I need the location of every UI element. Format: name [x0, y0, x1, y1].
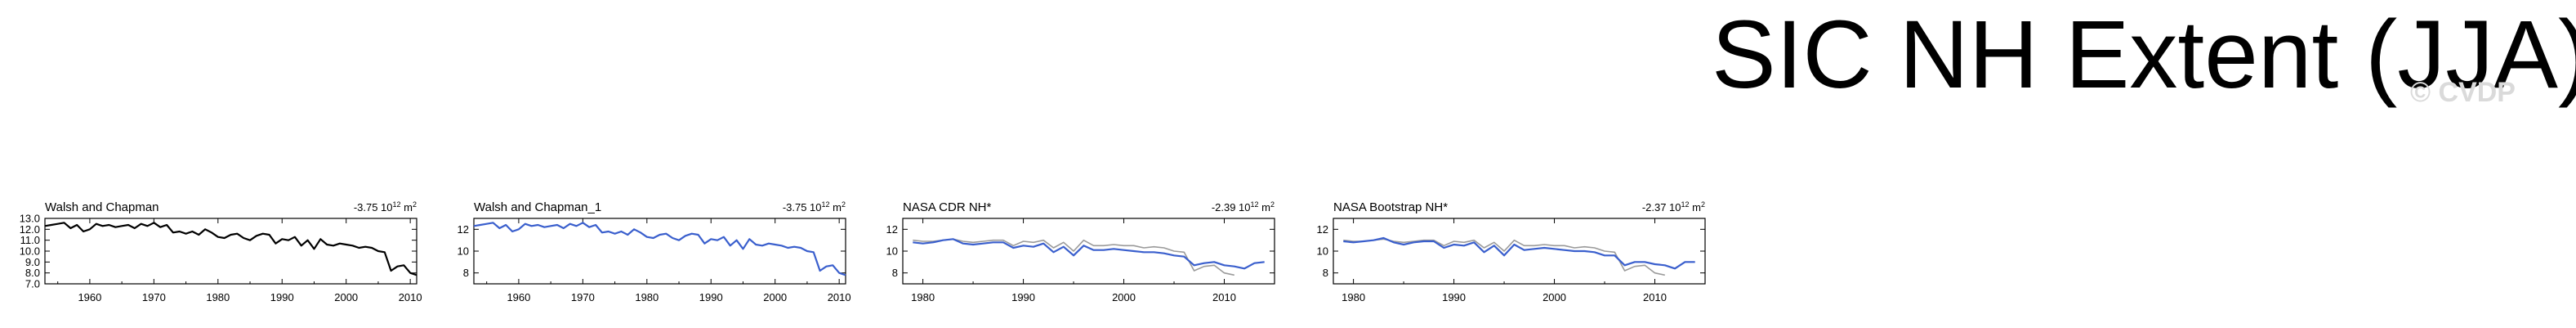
y-tick-label: 9.0: [25, 256, 40, 268]
x-tick-label: 1990: [699, 291, 723, 303]
y-tick-label: 8: [1323, 267, 1328, 279]
y-tick-label: 11.0: [20, 234, 40, 246]
x-tick-label: 1990: [270, 291, 294, 303]
x-tick-label: 1980: [911, 291, 935, 303]
series-line: [913, 238, 1234, 276]
figure-title: SIC NH Extent (JJA): [1712, 1, 2576, 109]
plot-frame: [902, 218, 1275, 285]
plot-frame: [44, 218, 417, 285]
x-tick-label: 2000: [334, 291, 358, 303]
x-tick-label: 1980: [635, 291, 659, 303]
y-tick-label: 10.0: [20, 245, 40, 258]
x-tick-label: 2010: [828, 291, 851, 303]
x-tick-label: 1970: [142, 291, 166, 303]
plot-frame: [473, 218, 846, 285]
y-tick-label: 13.0: [20, 213, 40, 225]
series-line: [473, 222, 846, 276]
panel-title: NASA Bootstrap NH*: [1333, 200, 1448, 214]
x-tick-label: 1970: [571, 291, 595, 303]
y-tick-label: 12.0: [20, 223, 40, 236]
y-tick-label: 8: [463, 267, 469, 279]
chart-panel-1: Walsh and Chapman -3.75 1012 m2 1960 1970 19…: [20, 200, 422, 303]
y-tick-label: 7.0: [25, 278, 40, 290]
x-tick-label: 2000: [1542, 291, 1566, 303]
x-tick-label: 2010: [1643, 291, 1667, 303]
trend-label: -3.75 1012 m2: [783, 200, 846, 213]
panel-title: Walsh and Chapman_1: [474, 200, 601, 214]
series-line: [1343, 236, 1695, 270]
y-tick-label: 12: [886, 223, 898, 236]
x-tick-label: 1960: [507, 291, 530, 303]
y-tick-label: 12: [1317, 223, 1328, 236]
series-line: [1343, 238, 1665, 276]
chart-panel-3: NASA CDR NH* -2.39 1012 m2 1980 1990 2000 201…: [886, 200, 1275, 303]
series-line: [913, 238, 1265, 270]
series-line: [44, 222, 417, 276]
panel-title: Walsh and Chapman: [45, 200, 159, 214]
y-tick-label: 10: [886, 245, 898, 258]
chart-panel-4: NASA Bootstrap NH* -2.37 1012 m2 1980 1990 2…: [1317, 200, 1706, 303]
panel-title: NASA CDR NH*: [903, 200, 992, 214]
trend-label: -3.75 1012 m2: [354, 200, 417, 213]
x-tick-label: 1960: [78, 291, 101, 303]
y-tick-label: 10: [458, 245, 469, 258]
trend-label: -2.39 1012 m2: [1212, 200, 1275, 213]
x-tick-label: 1990: [1442, 291, 1466, 303]
x-tick-label: 2000: [1112, 291, 1136, 303]
y-tick-label: 8: [892, 267, 898, 279]
chart-panel-2: Walsh and Chapman_1 -3.75 1012 m2 1960 1970…: [458, 200, 851, 303]
plot-frame: [1333, 218, 1706, 285]
watermark-text: CVDP: [2438, 77, 2516, 108]
x-tick-label: 1980: [206, 291, 230, 303]
y-tick-label: 12: [458, 223, 469, 236]
x-tick-label: 1990: [1011, 291, 1035, 303]
x-tick-label: 2010: [399, 291, 422, 303]
x-tick-label: 2000: [763, 291, 787, 303]
trend-label: -2.37 1012 m2: [1642, 200, 1705, 213]
watermark: © CVDP: [2410, 77, 2516, 109]
x-tick-label: 1980: [1342, 291, 1365, 303]
copyright-symbol: ©: [2410, 77, 2431, 108]
y-tick-label: 10: [1317, 245, 1328, 258]
y-tick-label: 8.0: [25, 267, 40, 279]
x-tick-label: 2010: [1212, 291, 1236, 303]
